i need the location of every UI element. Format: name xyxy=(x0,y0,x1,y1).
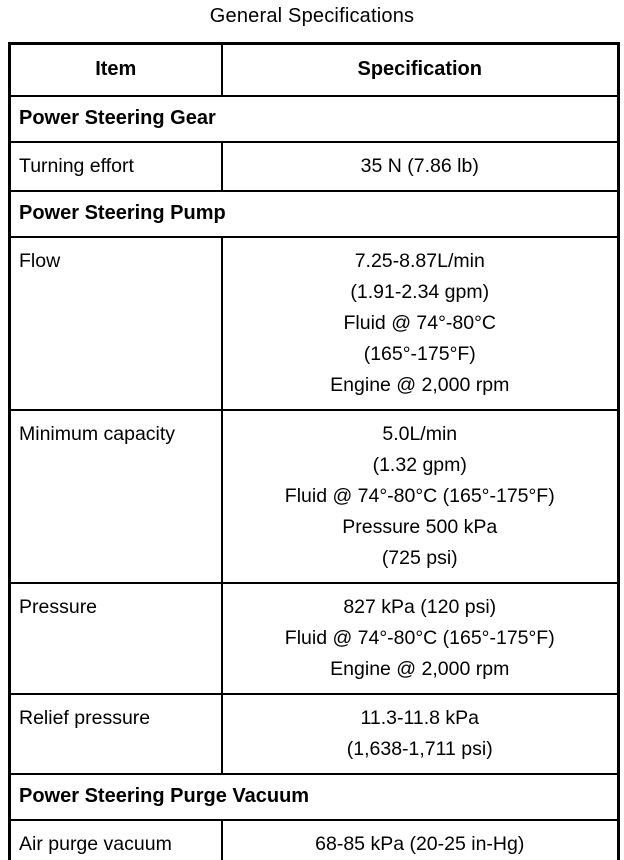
item-cell: Minimum capacity xyxy=(8,408,223,584)
section-row-power-steering-gear: Power Steering Gear xyxy=(8,94,620,143)
table-row-relief-pressure: Relief pressure 11.3-11.8 kPa (1,638-1,7… xyxy=(8,692,620,775)
spec-line: (1.91-2.34 gpm) xyxy=(350,280,490,303)
spec-line: Fluid @ 74°-80°C (165°-175°F) xyxy=(284,626,555,649)
table-row-flow: Flow 7.25-8.87L/min (1.91-2.34 gpm) Flui… xyxy=(8,235,620,411)
spec-line: 11.3-11.8 kPa xyxy=(360,706,480,729)
table-row-minimum-capacity: Minimum capacity 5.0L/min (1.32 gpm) Flu… xyxy=(8,408,620,584)
spec-line: (725 psi) xyxy=(381,546,458,569)
spec-line: 68-85 kPa (20-25 in-Hg) xyxy=(315,832,525,855)
specifications-table: Item Specification Power Steering Gear T… xyxy=(8,42,620,860)
spec-line: (165°-175°F) xyxy=(363,342,476,365)
section-label: Power Steering Gear xyxy=(8,94,620,143)
item-cell: Flow xyxy=(8,235,223,411)
spec-line: Engine @ 2,000 rpm xyxy=(330,373,510,396)
item-cell: Turning effort xyxy=(8,140,223,192)
spec-line: 827 kPa (120 psi) xyxy=(343,595,497,618)
spec-line: 5.0L/min xyxy=(382,422,458,445)
section-row-power-steering-pump: Power Steering Pump xyxy=(8,189,620,238)
spec-line: 35 N (7.86 lb) xyxy=(360,154,479,177)
spec-cell: 11.3-11.8 kPa (1,638-1,711 psi) xyxy=(220,692,620,775)
item-cell: Air purge vacuum xyxy=(8,818,223,860)
spec-line: Fluid @ 74°-80°C xyxy=(343,311,496,334)
table-header-row: Item Specification xyxy=(8,42,620,97)
spec-line: (1,638-1,711 psi) xyxy=(346,737,493,760)
section-label: Power Steering Purge Vacuum xyxy=(8,772,620,821)
table-row-turning-effort: Turning effort 35 N (7.86 lb) xyxy=(8,140,620,192)
spec-cell: 68-85 kPa (20-25 in-Hg) xyxy=(220,818,620,860)
spec-cell: 827 kPa (120 psi) Fluid @ 74°-80°C (165°… xyxy=(220,581,620,695)
item-cell: Pressure xyxy=(8,581,223,695)
spec-line: Fluid @ 74°-80°C (165°-175°F) xyxy=(284,484,555,507)
section-label: Power Steering Pump xyxy=(8,189,620,238)
spec-cell: 35 N (7.86 lb) xyxy=(220,140,620,192)
item-cell: Relief pressure xyxy=(8,692,223,775)
spec-cell: 7.25-8.87L/min (1.91-2.34 gpm) Fluid @ 7… xyxy=(220,235,620,411)
column-header-item: Item xyxy=(8,42,223,97)
spec-line: Engine @ 2,000 rpm xyxy=(330,657,510,680)
section-row-power-steering-purge-vacuum: Power Steering Purge Vacuum xyxy=(8,772,620,821)
table-row-air-purge-vacuum: Air purge vacuum 68-85 kPa (20-25 in-Hg) xyxy=(8,818,620,860)
spec-line: 7.25-8.87L/min xyxy=(354,249,485,272)
table-row-pressure: Pressure 827 kPa (120 psi) Fluid @ 74°-8… xyxy=(8,581,620,695)
spec-line: Pressure 500 kPa xyxy=(342,515,498,538)
page-title: General Specifications xyxy=(209,5,415,27)
spec-cell: 5.0L/min (1.32 gpm) Fluid @ 74°-80°C (16… xyxy=(220,408,620,584)
spec-line: (1.32 gpm) xyxy=(372,453,467,476)
column-header-specification: Specification xyxy=(220,42,620,97)
